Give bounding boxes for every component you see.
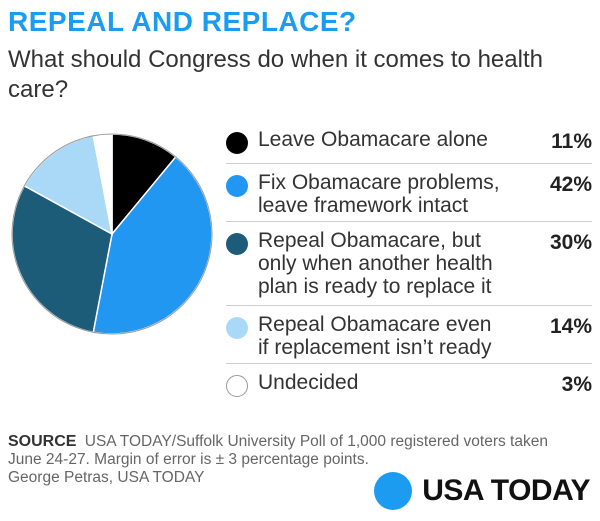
legend-swatch [226,375,248,397]
source-note: SOURCE USA TODAY/Suffolk University Poll… [8,433,548,487]
legend-label: Leave Obamacare alone [258,128,488,151]
legend-item-repeal-when-ready: Repeal Obamacare, but only when another … [226,222,592,306]
legend-item-leave-alone: Leave Obamacare alone 11% [226,120,592,164]
legend-percent: 11% [551,130,592,153]
legend-swatch [226,175,248,197]
legend-swatch [226,233,248,255]
legend-item-undecided: Undecided 3% [226,364,592,408]
legend-percent: 14% [549,315,592,338]
source-label: SOURCE [8,433,77,450]
usa-today-logo: USA TODAY [374,472,590,510]
legend-label: Undecided [258,371,359,394]
legend-percent: 30% [549,231,592,254]
chart-title: REPEAL AND REPLACE? [8,6,357,37]
legend-percent: 42% [549,173,592,196]
logo-text: USA TODAY [422,474,590,507]
legend-item-fix: Fix Obamacare problems, leave framework … [226,164,592,222]
source-text: USA TODAY/Suffolk University Poll of 1,0… [8,433,548,468]
legend-item-repeal-anyway: Repeal Obamacare even if replacement isn… [226,306,592,364]
credit-text: George Petras, USA TODAY [8,469,205,486]
legend: Leave Obamacare alone 11% Fix Obamacare … [226,120,592,408]
legend-swatch [226,132,248,154]
legend-label: Repeal Obamacare even if replacement isn… [258,313,492,359]
legend-label: Fix Obamacare problems, leave framework … [258,171,500,217]
logo-dot-icon [374,472,413,510]
pie-chart [11,133,213,335]
legend-swatch [226,317,248,339]
pie-outline [11,133,213,335]
legend-label: Repeal Obamacare, but only when another … [258,229,493,298]
legend-percent: 3% [561,373,592,396]
chart-subtitle: What should Congress do when it comes to… [8,46,543,103]
